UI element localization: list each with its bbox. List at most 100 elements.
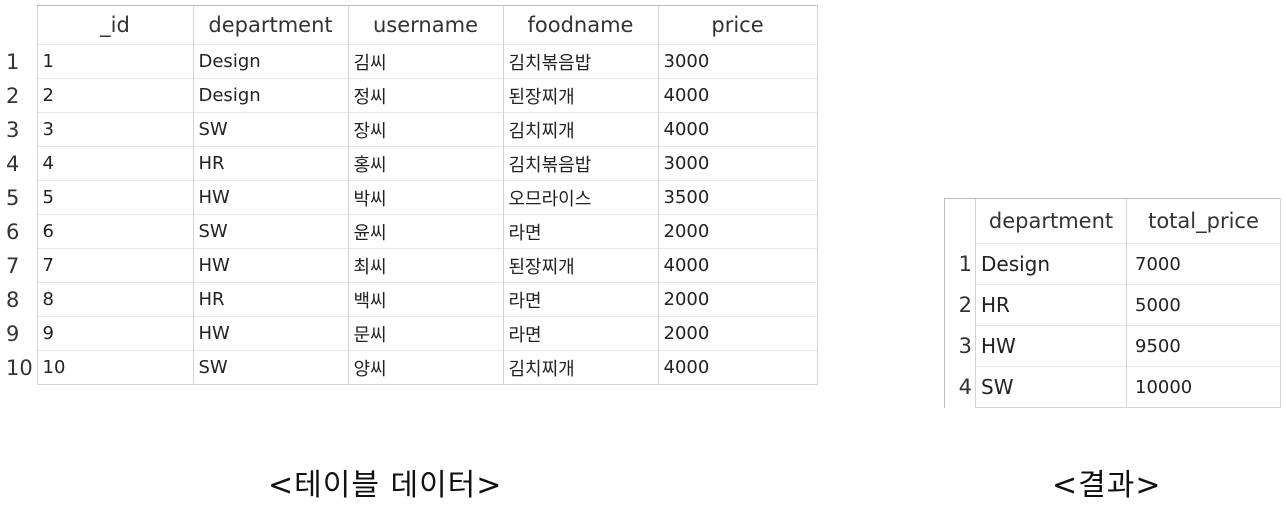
cell-department[interactable]: Design [975,243,1127,285]
cell-id[interactable]: 5 [36,180,193,215]
cell-department[interactable]: SW [192,214,348,249]
result-grid: department total_price 1 Design 7000 2 H… [944,198,1281,408]
table-row[interactable]: 4 SW 10000 [944,366,1281,408]
row-header-corner [0,6,37,45]
table-row[interactable]: 2 2 Design 정씨 된장찌개 4000 [0,78,818,113]
table-row[interactable]: 9 9 HW 문씨 라면 2000 [0,316,818,351]
table-row[interactable]: 1 1 Design 김씨 김치볶음밥 3000 [0,44,818,79]
cell-id[interactable]: 9 [36,316,193,351]
cell-price[interactable]: 2000 [657,316,818,351]
cell-price[interactable]: 4000 [657,248,818,283]
cell-username[interactable]: 김씨 [347,44,503,79]
cell-price[interactable]: 4000 [657,350,818,385]
column-header-total-price[interactable]: total_price [1126,198,1281,244]
cell-total-price[interactable]: 9500 [1126,325,1281,367]
cell-id[interactable]: 6 [36,214,193,249]
cell-department[interactable]: HR [192,146,348,181]
table-row[interactable]: 8 8 HR 백씨 라면 2000 [0,282,818,317]
cell-foodname[interactable]: 김치찌개 [502,112,658,147]
cell-id[interactable]: 10 [36,350,193,385]
cell-total-price[interactable]: 5000 [1126,284,1281,326]
cell-department[interactable]: HW [192,316,348,351]
cell-foodname[interactable]: 김치볶음밥 [502,146,658,181]
cell-foodname[interactable]: 오므라이스 [502,180,658,215]
cell-id[interactable]: 1 [36,44,193,79]
column-header-department[interactable]: department [192,5,348,45]
cell-department[interactable]: SW [975,366,1127,408]
table-row[interactable]: 5 5 HW 박씨 오므라이스 3500 [0,180,818,215]
cell-department[interactable]: Design [192,78,348,113]
column-header-username[interactable]: username [347,5,503,45]
table-row[interactable]: 3 HW 9500 [944,325,1281,367]
column-header-label: foodname [527,13,634,37]
row-number: 4 [6,151,20,176]
cell-price[interactable]: 2000 [657,282,818,317]
cell-username[interactable]: 백씨 [347,282,503,317]
cell-price[interactable]: 3500 [657,180,818,215]
column-header-label: _id [100,13,130,37]
cell-department[interactable]: HW [192,248,348,283]
cell-price[interactable]: 2000 [657,214,818,249]
cell-username[interactable]: 홍씨 [347,146,503,181]
cell-price[interactable]: 4000 [657,112,818,147]
result-caption: <결과> [1052,468,1162,503]
cell-total-price[interactable]: 7000 [1126,243,1281,285]
cell-price[interactable]: 4000 [657,78,818,113]
table-row[interactable]: 6 6 SW 윤씨 라면 2000 [0,214,818,249]
table-row[interactable]: 10 10 SW 양씨 김치찌개 4000 [0,350,818,385]
cell-username[interactable]: 윤씨 [347,214,503,249]
cell-foodname[interactable]: 김치찌개 [502,350,658,385]
cell-username[interactable]: 최씨 [347,248,503,283]
table-row[interactable]: 7 7 HW 최씨 된장찌개 4000 [0,248,818,283]
column-header-price[interactable]: price [657,5,818,45]
cell-id[interactable]: 8 [36,282,193,317]
table-row[interactable]: 2 HR 5000 [944,284,1281,326]
table-row[interactable]: 3 3 SW 장씨 김치찌개 4000 [0,112,818,147]
cell-id[interactable]: 3 [36,112,193,147]
row-number: 2 [6,83,20,108]
cell-total-price[interactable]: 10000 [1126,366,1281,408]
cell-department[interactable]: Design [192,44,348,79]
cell-id[interactable]: 2 [36,78,193,113]
cell-id[interactable]: 4 [36,146,193,181]
row-number: 7 [6,253,20,278]
cell-username[interactable]: 정씨 [347,78,503,113]
row-number: 3 [6,117,20,142]
row-number: 1 [6,49,20,74]
table-data-grid: ⌃ _id department username foodname price… [0,5,818,385]
column-header-label: username [373,13,478,37]
table-row[interactable]: 1 Design 7000 [944,243,1281,285]
row-number: 1 [944,243,976,285]
cell-foodname[interactable]: 된장찌개 [502,248,658,283]
cell-department[interactable]: HR [192,282,348,317]
cell-foodname[interactable]: 라면 [502,214,658,249]
cell-foodname[interactable]: 김치볶음밥 [502,44,658,79]
cell-department[interactable]: HW [192,180,348,215]
cell-foodname[interactable]: 라면 [502,282,658,317]
cell-id[interactable]: 7 [36,248,193,283]
row-number: 6 [6,219,20,244]
cell-username[interactable]: 양씨 [347,350,503,385]
column-header-id[interactable]: ⌃ _id [36,5,193,45]
row-number: 5 [6,185,20,210]
column-header-foodname[interactable]: foodname [502,5,658,45]
table-row[interactable]: 4 4 HR 홍씨 김치볶음밥 3000 [0,146,818,181]
cell-department[interactable]: SW [192,112,348,147]
cell-username[interactable]: 장씨 [347,112,503,147]
cell-price[interactable]: 3000 [657,44,818,79]
sort-ascending-icon: ⌃ [109,5,121,14]
cell-department[interactable]: HW [975,325,1127,367]
cell-department[interactable]: SW [192,350,348,385]
header-row: ⌃ _id department username foodname price [0,5,818,45]
table-data-caption: <테이블 데이터> [268,468,503,503]
cell-price[interactable]: 3000 [657,146,818,181]
cell-department[interactable]: HR [975,284,1127,326]
cell-username[interactable]: 문씨 [347,316,503,351]
row-header-corner [944,198,976,244]
cell-foodname[interactable]: 된장찌개 [502,78,658,113]
column-header-label: department [208,13,333,37]
cell-foodname[interactable]: 라면 [502,316,658,351]
row-number: 10 [6,355,33,380]
column-header-department[interactable]: department [975,198,1127,244]
cell-username[interactable]: 박씨 [347,180,503,215]
